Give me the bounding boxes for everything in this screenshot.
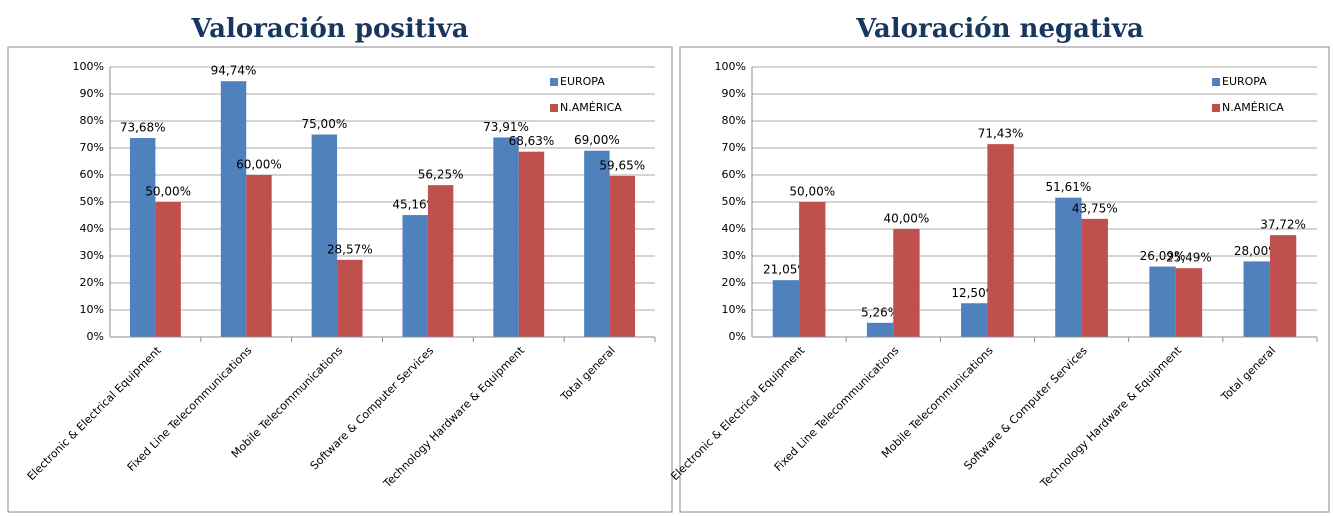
bar [609, 175, 636, 337]
data-label: 5,26% [861, 305, 899, 319]
y-tick-label: 40% [80, 222, 104, 235]
y-tick-label: 90% [80, 87, 104, 100]
data-label: 56,25% [418, 168, 464, 182]
data-label: 28,57% [327, 242, 373, 256]
data-label: 50,00% [789, 185, 835, 199]
y-tick-label: 10% [80, 303, 104, 316]
y-tick-label: 50% [722, 195, 746, 208]
chart-title: Valoración positiva [190, 14, 468, 44]
y-tick-label: 50% [80, 195, 104, 208]
y-tick-label: 30% [80, 249, 104, 262]
y-tick-label: 40% [722, 222, 746, 235]
bar [799, 202, 826, 337]
y-tick-label: 0% [87, 330, 104, 343]
data-label: 51,61% [1046, 180, 1092, 194]
y-tick-label: 70% [80, 141, 104, 154]
bar [866, 322, 894, 337]
legend-label: EUROPA [1222, 75, 1267, 88]
legend-swatch [550, 104, 558, 112]
bar [493, 137, 519, 337]
chart-title: Valoración negativa [855, 14, 1144, 44]
legend-swatch [1212, 104, 1220, 112]
bar [1269, 235, 1297, 337]
bar [155, 202, 181, 337]
data-label: 37,72% [1260, 218, 1306, 232]
y-tick-label: 90% [722, 87, 746, 100]
data-label: 73,68% [120, 121, 166, 135]
bar [1149, 266, 1176, 337]
bar [1243, 261, 1270, 337]
y-tick-label: 30% [722, 249, 746, 262]
data-label: 45,16% [392, 198, 438, 212]
legend-label: N.AMÉRICA [560, 101, 622, 114]
data-label: 69,00% [574, 133, 620, 147]
y-tick-label: 20% [722, 276, 746, 289]
bar [220, 81, 247, 338]
bar [584, 150, 610, 337]
bar [311, 134, 338, 337]
data-label: 71,43% [978, 127, 1024, 141]
data-label: 50,00% [145, 185, 191, 199]
y-tick-label: 20% [80, 276, 104, 289]
data-label: 73,91% [483, 120, 529, 134]
y-tick-label: 100% [73, 60, 104, 73]
bar [1055, 197, 1082, 337]
data-label: 40,00% [884, 212, 930, 226]
y-tick-label: 100% [715, 60, 746, 73]
y-tick-label: 0% [729, 330, 746, 343]
data-label: 28,00% [1234, 244, 1280, 258]
bar [1081, 218, 1108, 337]
bar [961, 303, 988, 337]
data-label: 60,00% [236, 158, 282, 172]
data-label: 25,49% [1166, 251, 1212, 265]
data-label: 75,00% [301, 117, 347, 131]
y-tick-label: 80% [722, 114, 746, 127]
data-label: 12,50% [951, 286, 997, 300]
bar [246, 175, 272, 337]
bar [1175, 268, 1203, 337]
bar [337, 259, 363, 337]
y-tick-label: 60% [80, 168, 104, 181]
bar [893, 229, 920, 337]
data-label: 94,74% [211, 64, 257, 78]
bar [427, 185, 454, 337]
y-tick-label: 10% [722, 303, 746, 316]
legend-label: EUROPA [560, 75, 605, 88]
y-tick-label: 60% [722, 168, 746, 181]
data-label: 21,05% [763, 263, 809, 277]
y-tick-label: 80% [80, 114, 104, 127]
bar [129, 138, 156, 337]
y-tick-label: 70% [722, 141, 746, 154]
legend-swatch [1212, 78, 1220, 86]
bar [518, 151, 545, 337]
legend-label: N.AMÉRICA [1222, 101, 1284, 114]
bar [772, 280, 800, 337]
data-label: 26,09% [1140, 249, 1186, 263]
data-label: 43,75% [1072, 201, 1118, 215]
legend-swatch [550, 78, 558, 86]
bar [402, 215, 428, 337]
data-label: 68,63% [509, 134, 555, 148]
data-label: 59,65% [599, 158, 645, 172]
bar [987, 144, 1014, 337]
